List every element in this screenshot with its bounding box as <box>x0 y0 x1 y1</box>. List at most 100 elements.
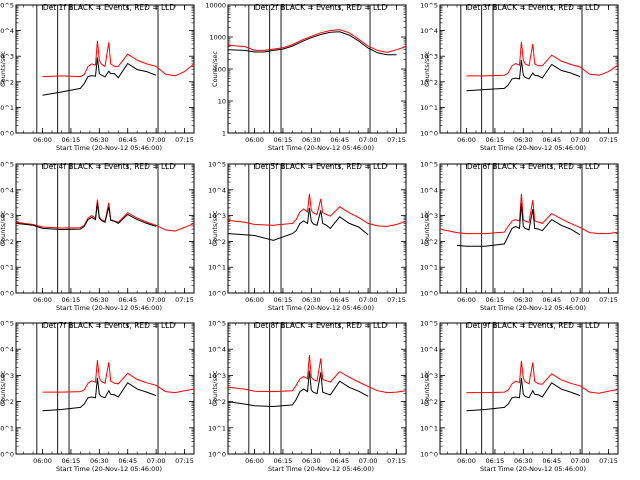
plot-frame <box>227 322 407 455</box>
x-tick-label: 06:30 <box>90 296 109 304</box>
y-tick-label: 10^3 <box>208 372 226 380</box>
x-tick-label: 06:15 <box>274 457 293 465</box>
y-axis-label: Counts/sec <box>211 210 219 246</box>
plot-frame <box>439 322 619 455</box>
y-axis-label: Counts/sec <box>211 51 219 87</box>
plot-frame <box>227 4 407 134</box>
x-tick-label: 07:00 <box>571 136 590 144</box>
x-tick-label: 06:30 <box>302 136 321 144</box>
x-tick-label: 06:45 <box>118 457 137 465</box>
series-lld-line <box>227 354 407 394</box>
chart-title: Det 8f BLACK = Events, RED = LLD <box>255 321 388 330</box>
y-axis-label: Counts/sec <box>211 370 219 406</box>
chart-panel-4: Det 4f BLACK = Events, RED = LLD 10^0 10^1… <box>0 161 195 312</box>
plot-frame <box>439 4 619 134</box>
x-tick-label: 06:15 <box>62 136 81 144</box>
chart-panel-8: Det 8f BLACK = Events, RED = LLD 10^0 10^1… <box>208 320 407 473</box>
plot-frame <box>227 163 407 294</box>
x-tick-label: 06:30 <box>514 136 533 144</box>
y-tick-label: 10^2 <box>208 398 226 406</box>
y-tick-label: 10^2 <box>0 238 14 246</box>
y-tick-label: 10^2 <box>420 78 438 86</box>
y-tick-label: 10^1 <box>420 264 438 272</box>
y-axis-label: Counts/sec <box>423 210 431 246</box>
y-axis-label: Counts/sec <box>0 51 7 87</box>
x-tick-label: 06:15 <box>486 457 505 465</box>
x-tick-label: 07:00 <box>147 136 166 144</box>
x-tick-label: 06:00 <box>33 296 52 304</box>
x-axis-label: Start Time (20-Nov-12 05:46:00) <box>480 144 586 152</box>
y-tick-label: 10^1 <box>0 424 14 432</box>
x-tick-label: 07:15 <box>387 457 406 465</box>
chart-panel-5: Det 5f BLACK = Events, RED = LLD 10^0 10^1… <box>208 161 407 312</box>
chart-panel-1: Det 1f BLACK = Events, RED = LLD 10^0 10^1… <box>0 2 195 152</box>
y-axis-label: Counts/sec <box>423 370 431 406</box>
y-tick-label: 10^0 <box>0 451 14 459</box>
y-tick-label: 10^4 <box>0 346 14 354</box>
y-tick-label: 1 <box>222 130 226 138</box>
y-tick-label: 10^3 <box>0 53 14 61</box>
y-tick-label: 10 <box>218 98 226 106</box>
y-tick-label: 10^3 <box>0 212 14 220</box>
x-tick-label: 06:00 <box>245 296 264 304</box>
series-events-line <box>15 203 157 231</box>
series-events-line <box>456 203 581 247</box>
y-tick-label: 10^0 <box>420 130 438 138</box>
series-lld-line <box>227 193 407 227</box>
x-tick-label: 06:45 <box>330 296 349 304</box>
chart-title: Det 4f BLACK = Events, RED = LLD <box>43 162 176 171</box>
x-tick-label: 06:15 <box>62 296 81 304</box>
x-tick-label: 06:00 <box>245 136 264 144</box>
x-axis-label: Start Time (20-Nov-12 05:46:00) <box>268 304 374 312</box>
y-tick-label: 10^0 <box>0 290 14 298</box>
y-tick-label: 10^2 <box>420 238 438 246</box>
chart-panel-3: Det 3f BLACK = Events, RED = LLD 10^0 10^1… <box>420 2 619 152</box>
chart-panel-9: Det 9f BLACK = Events, RED = LLD 10^0 10^1… <box>420 320 619 473</box>
y-tick-label: 10^3 <box>420 53 438 61</box>
x-tick-label: 06:30 <box>514 296 533 304</box>
y-tick-label: 10^2 <box>420 398 438 406</box>
chart-title: Det 2f BLACK = Events, RED = LLD <box>255 3 388 12</box>
series-lld-line <box>15 199 195 232</box>
x-tick-label: 06:30 <box>90 457 109 465</box>
x-tick-label: 06:30 <box>90 136 109 144</box>
x-tick-label: 06:00 <box>33 457 52 465</box>
chart-panel-2: Det 2f BLACK = Events, RED = LLD 1 10 100 10… <box>205 2 407 152</box>
y-tick-label: 10^4 <box>420 27 438 35</box>
y-tick-label: 10^0 <box>420 290 438 298</box>
chart-title: Det 7f BLACK = Events, RED = LLD <box>43 321 176 330</box>
x-tick-label: 06:30 <box>302 457 321 465</box>
series-lld-line <box>439 193 619 235</box>
y-tick-label: 10^1 <box>420 424 438 432</box>
x-axis-label: Start Time (20-Nov-12 05:46:00) <box>268 144 374 152</box>
y-tick-label: 10^1 <box>420 104 438 112</box>
series-events-line <box>42 377 157 412</box>
chart-title: Det 9f BLACK = Events, RED = LLD <box>467 321 600 330</box>
x-tick-label: 07:00 <box>571 457 590 465</box>
series-events-line <box>227 207 369 241</box>
y-tick-label: 10^0 <box>208 451 226 459</box>
x-tick-label: 07:00 <box>571 296 590 304</box>
series-lld-line <box>42 40 195 78</box>
x-tick-label: 06:15 <box>486 296 505 304</box>
y-tick-label: 10^4 <box>208 346 226 354</box>
series-lld-line <box>42 360 195 394</box>
y-tick-label: 10^1 <box>0 104 14 112</box>
plot-frame <box>15 322 195 455</box>
x-axis-label: Start Time (20-Nov-12 05:46:00) <box>480 465 586 473</box>
plot-frame <box>439 163 619 294</box>
y-tick-label: 10^5 <box>0 320 14 328</box>
x-tick-label: 07:15 <box>175 136 194 144</box>
y-tick-label: 10^2 <box>0 398 14 406</box>
x-tick-label: 06:00 <box>33 136 52 144</box>
chart-title: Det 1f BLACK = Events, RED = LLD <box>43 3 176 12</box>
y-tick-label: 10^4 <box>420 346 438 354</box>
x-tick-label: 07:15 <box>599 136 618 144</box>
y-tick-label: 10^5 <box>208 320 226 328</box>
x-tick-label: 06:00 <box>457 296 476 304</box>
x-axis-label: Start Time (20-Nov-12 05:46:00) <box>56 144 162 152</box>
y-tick-label: 10^1 <box>208 424 226 432</box>
y-tick-label: 10^5 <box>420 2 438 10</box>
chart-title: Det 5f BLACK = Events, RED = LLD <box>255 162 388 171</box>
x-tick-label: 06:15 <box>486 136 505 144</box>
